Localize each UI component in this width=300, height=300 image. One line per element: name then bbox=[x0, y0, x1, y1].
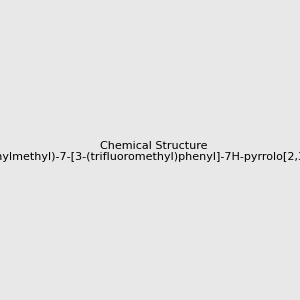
Text: Chemical Structure
5-phenyl-N-(3-pyridinylmethyl)-7-[3-(trifluoromethyl)phenyl]-: Chemical Structure 5-phenyl-N-(3-pyridin… bbox=[0, 141, 300, 162]
